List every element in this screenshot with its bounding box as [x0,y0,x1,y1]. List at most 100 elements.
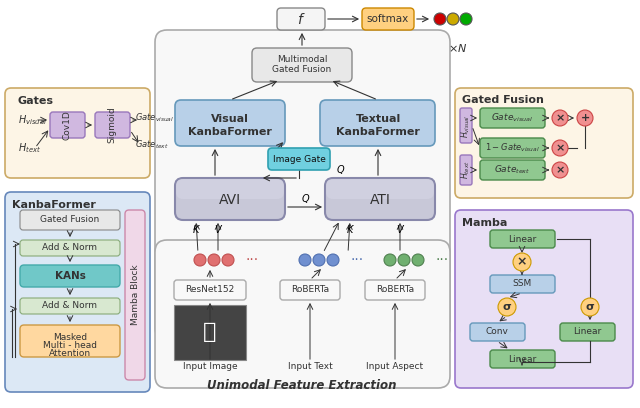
FancyBboxPatch shape [362,8,414,30]
Circle shape [299,254,311,266]
Text: Input Text: Input Text [287,362,332,371]
Circle shape [194,254,206,266]
Circle shape [513,253,531,271]
Text: Gated Fusion: Gated Fusion [273,66,332,75]
Text: $Gate_{visual}$: $Gate_{visual}$ [135,112,174,124]
Circle shape [412,254,424,266]
Text: Multi - head: Multi - head [43,341,97,350]
FancyBboxPatch shape [480,108,545,128]
Text: Unimodal Feature Extraction: Unimodal Feature Extraction [207,379,397,392]
Text: ×: × [516,255,527,268]
FancyBboxPatch shape [95,112,130,138]
Text: $H_{text}$: $H_{text}$ [460,161,472,179]
Circle shape [447,13,459,25]
FancyBboxPatch shape [460,155,472,185]
Text: $Gate_{visual}$: $Gate_{visual}$ [491,112,533,124]
Text: $Gate_{text}$: $Gate_{text}$ [135,139,169,151]
Circle shape [313,254,325,266]
Text: $1-Gate_{visual}$: $1-Gate_{visual}$ [484,142,540,154]
Text: Input Image: Input Image [182,362,237,371]
FancyBboxPatch shape [20,265,120,287]
Text: ×: × [556,165,564,175]
FancyBboxPatch shape [174,280,246,300]
Text: Linear: Linear [508,235,536,244]
Text: Gates: Gates [18,96,54,106]
Text: KanbaFormer: KanbaFormer [188,127,272,137]
Text: Multimodal: Multimodal [276,55,327,64]
Text: $f$: $f$ [297,11,305,27]
FancyBboxPatch shape [325,178,435,220]
Text: Input Aspect: Input Aspect [367,362,424,371]
FancyBboxPatch shape [125,210,145,380]
FancyBboxPatch shape [155,240,450,388]
Text: ···: ··· [351,253,364,267]
FancyBboxPatch shape [175,100,285,146]
Text: $H_{text}$: $H_{text}$ [18,141,41,155]
Text: Linear: Linear [508,355,536,364]
Text: Visual: Visual [211,114,249,124]
Text: Linear: Linear [573,328,601,337]
Text: Textual: Textual [355,114,401,124]
FancyBboxPatch shape [490,350,555,368]
FancyBboxPatch shape [277,8,325,30]
Text: Conv: Conv [486,328,508,337]
Text: ATI: ATI [369,193,390,207]
Circle shape [208,254,220,266]
FancyBboxPatch shape [174,305,246,360]
Text: ×: × [556,143,564,153]
FancyBboxPatch shape [252,48,352,82]
Circle shape [434,13,446,25]
Text: ×: × [556,113,564,123]
Circle shape [552,162,568,178]
Circle shape [498,298,516,316]
FancyBboxPatch shape [480,160,545,180]
Circle shape [581,298,599,316]
FancyBboxPatch shape [490,230,555,248]
FancyBboxPatch shape [480,138,545,158]
Text: σ: σ [502,302,511,312]
Text: ⚽: ⚽ [204,322,217,342]
FancyBboxPatch shape [365,280,425,300]
Text: $Gate_{text}$: $Gate_{text}$ [494,164,530,176]
Text: σ: σ [586,302,595,312]
Text: +: + [580,113,589,123]
Text: Gated Fusion: Gated Fusion [40,215,100,224]
Circle shape [398,254,410,266]
Text: $\times N$: $\times N$ [448,42,467,54]
FancyBboxPatch shape [268,148,330,170]
Circle shape [577,110,593,126]
Text: Q: Q [301,194,309,204]
FancyBboxPatch shape [460,108,472,143]
Text: ···: ··· [245,253,259,267]
Circle shape [552,140,568,156]
Text: Cov1D: Cov1D [63,110,72,140]
Text: Q: Q [336,165,344,175]
FancyBboxPatch shape [280,280,340,300]
Text: softmax: softmax [367,14,409,24]
Text: SSM: SSM [513,279,532,288]
Circle shape [222,254,234,266]
Text: Add & Norm: Add & Norm [42,244,97,253]
Text: Add & Norm: Add & Norm [42,302,97,310]
Text: Masked: Masked [53,333,87,341]
Text: RoBERTa: RoBERTa [291,286,329,295]
Text: ResNet152: ResNet152 [186,286,235,295]
FancyBboxPatch shape [20,325,120,357]
Text: Sigmoid: Sigmoid [108,106,116,143]
FancyBboxPatch shape [490,275,555,293]
Text: Attention: Attention [49,348,91,357]
FancyBboxPatch shape [20,210,120,230]
FancyBboxPatch shape [320,100,435,146]
Text: Mamba: Mamba [462,218,508,228]
FancyBboxPatch shape [20,240,120,256]
Circle shape [552,110,568,126]
Text: Mamba Block: Mamba Block [131,265,140,325]
Text: V: V [397,225,403,235]
Text: Gated Fusion: Gated Fusion [462,95,544,105]
Text: $H_{visual}$: $H_{visual}$ [18,113,47,127]
Text: RoBERTa: RoBERTa [376,286,414,295]
FancyBboxPatch shape [326,179,434,199]
FancyBboxPatch shape [20,298,120,314]
Circle shape [384,254,396,266]
Text: KanbaFormer: KanbaFormer [336,127,420,137]
